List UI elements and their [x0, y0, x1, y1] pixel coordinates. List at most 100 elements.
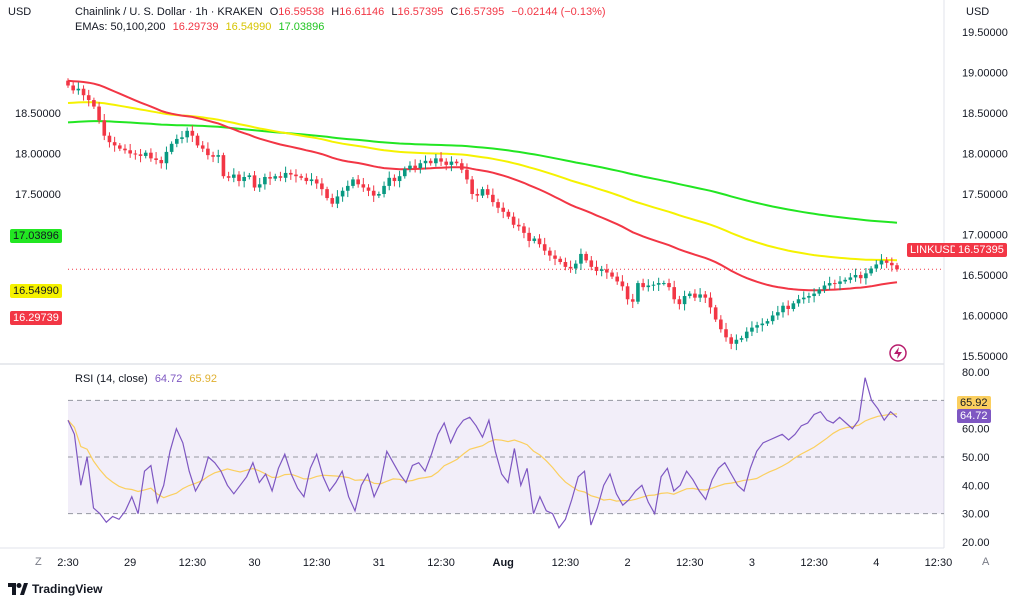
- candle-body: [211, 155, 215, 157]
- candle-body: [874, 264, 879, 269]
- candle: [86, 89, 91, 107]
- candle: [646, 279, 651, 292]
- auto-scale-button[interactable]: A: [982, 556, 990, 568]
- ema50-value: 16.29739: [172, 21, 219, 33]
- candle-body: [558, 258, 563, 263]
- candle-body: [366, 187, 371, 191]
- candle: [66, 78, 70, 88]
- candle-body: [242, 176, 246, 182]
- ema-label[interactable]: EMAs: 50,100,200: [75, 21, 166, 33]
- candle-body: [320, 183, 324, 190]
- candle: [713, 304, 718, 322]
- candle: [366, 184, 371, 197]
- candle: [143, 150, 148, 159]
- candle: [791, 300, 796, 312]
- candle: [760, 318, 765, 332]
- candle-body: [651, 284, 656, 286]
- candle-body: [143, 152, 148, 156]
- candle-body: [123, 148, 127, 151]
- candle: [895, 262, 899, 272]
- candle: [801, 291, 806, 304]
- candle: [164, 146, 169, 170]
- candle: [833, 279, 837, 290]
- candle: [200, 141, 205, 153]
- candle-body: [397, 176, 402, 182]
- candle-body: [439, 158, 443, 162]
- candle-body: [496, 202, 500, 208]
- candle: [719, 315, 723, 333]
- candle: [81, 85, 86, 101]
- candle-body: [76, 88, 81, 91]
- candle-body: [304, 177, 309, 182]
- candle-body: [682, 296, 687, 305]
- candle: [827, 276, 832, 290]
- price-tick-label: 19.50000: [962, 27, 1008, 39]
- rsi-label[interactable]: RSI (14, close): [75, 373, 148, 385]
- candle-body: [66, 80, 70, 86]
- symbol-title[interactable]: Chainlink / U. S. Dollar · 1h · KRAKEN: [75, 6, 263, 18]
- candle-body: [636, 283, 640, 302]
- candle-body: [252, 175, 257, 188]
- candle-body: [672, 287, 677, 300]
- symbol-price-tag: LINKUSD: [907, 243, 961, 257]
- candle-body: [491, 194, 495, 203]
- candle: [516, 218, 521, 231]
- candle: [491, 188, 495, 207]
- zoom-button[interactable]: Z: [35, 556, 42, 568]
- candle: [667, 278, 671, 291]
- candle: [532, 236, 537, 244]
- ema50-path: [67, 79, 898, 292]
- candle: [294, 169, 298, 183]
- candle: [770, 311, 775, 325]
- candle: [439, 152, 443, 166]
- candle: [325, 186, 329, 201]
- candle-body: [760, 323, 765, 326]
- candle: [786, 300, 790, 316]
- candle-body: [309, 179, 314, 182]
- candle-body: [164, 151, 169, 164]
- rsi-tick-label: 50.00: [962, 452, 990, 464]
- candle-body: [470, 179, 474, 194]
- candle: [755, 321, 759, 333]
- candle: [812, 288, 816, 303]
- currency-right: USD: [966, 6, 990, 18]
- rsi-tick-label: 40.00: [962, 480, 990, 492]
- candle-body: [739, 338, 744, 340]
- rsi-value: 64.72: [154, 373, 183, 385]
- candle-body: [879, 260, 884, 265]
- candle: [506, 209, 511, 220]
- candle-body: [92, 100, 96, 107]
- rsi-tick-label: 80.00: [962, 367, 990, 379]
- candle-body: [687, 293, 692, 297]
- lightning-icon[interactable]: [888, 343, 908, 363]
- low-value: 16.57395: [397, 6, 444, 18]
- candle-body: [149, 152, 153, 159]
- price-tick-label: 15.50000: [962, 351, 1008, 363]
- candle: [703, 291, 708, 303]
- candle-body: [299, 176, 303, 178]
- candle-body: [713, 307, 718, 320]
- candle-body: [776, 312, 780, 316]
- candle: [340, 187, 345, 202]
- candle: [584, 251, 588, 263]
- candle-body: [257, 184, 262, 188]
- candle-body: [506, 211, 511, 217]
- candle-body: [579, 253, 583, 264]
- candle: [175, 134, 179, 148]
- candle: [107, 132, 112, 148]
- candle: [320, 178, 324, 196]
- candle-body: [703, 294, 708, 298]
- candle: [268, 171, 272, 185]
- open-label: O: [269, 6, 279, 18]
- rsi-tag: 64.72: [957, 409, 991, 423]
- time-tick-label: 31: [373, 557, 385, 569]
- candle: [708, 292, 713, 314]
- candle-body: [314, 179, 319, 184]
- candle-body: [226, 176, 231, 178]
- candle: [382, 181, 386, 198]
- candle: [843, 277, 847, 284]
- candle: [750, 321, 754, 337]
- ema100-value: 16.54990: [225, 21, 272, 33]
- candle: [682, 290, 687, 311]
